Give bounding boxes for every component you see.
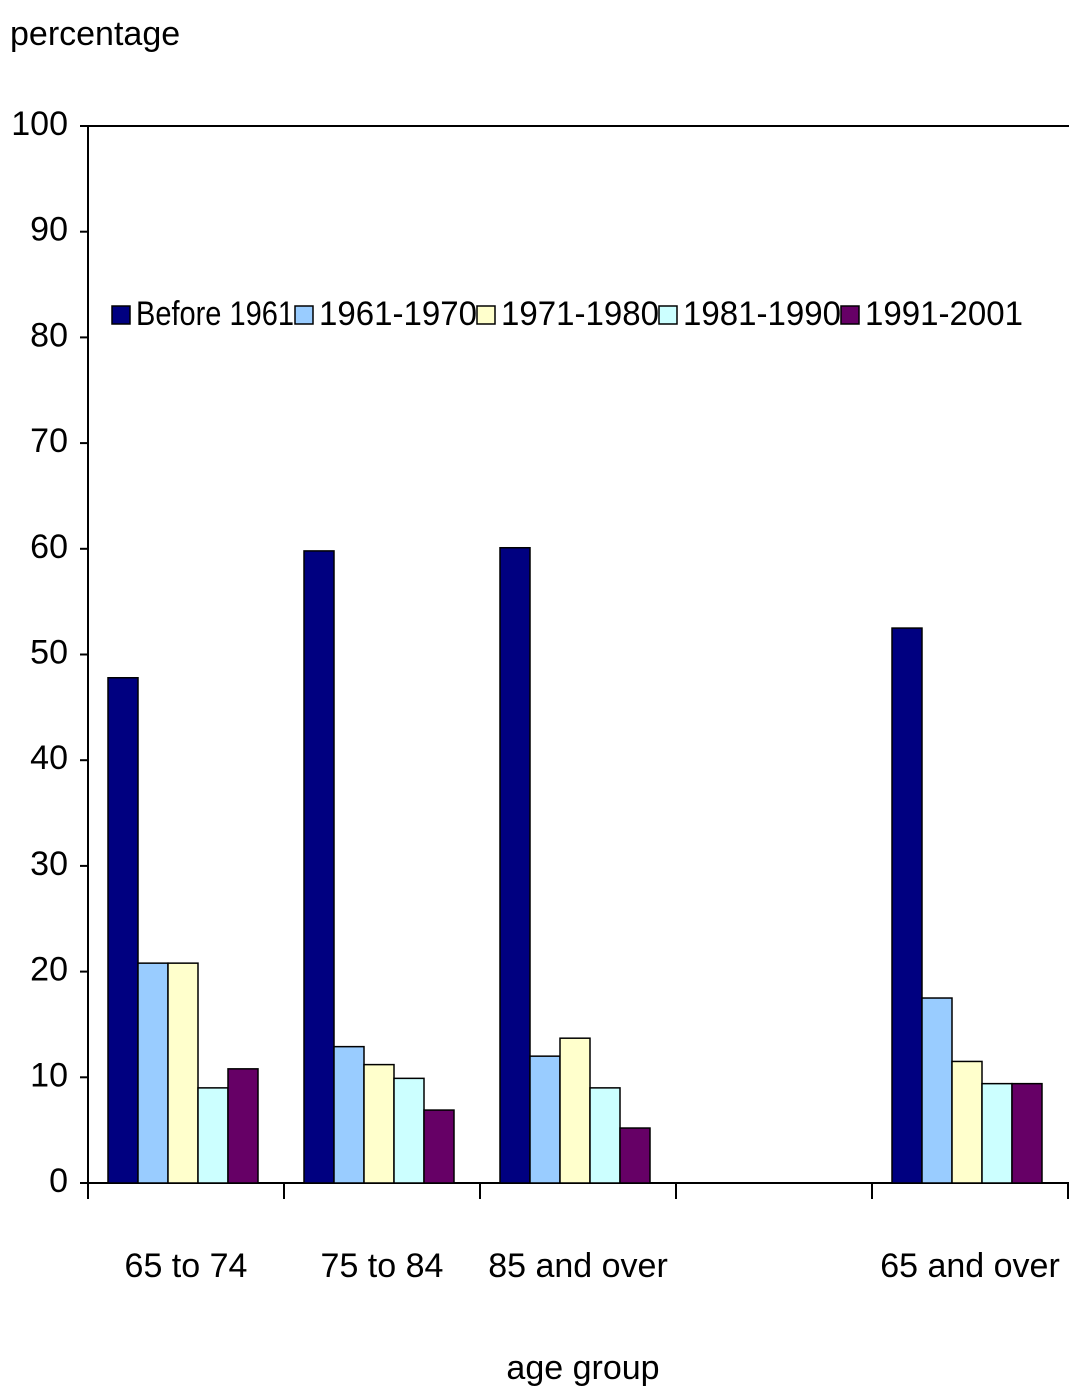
x-axis-label: age group	[506, 1349, 659, 1387]
y-axis-label: percentage	[10, 15, 180, 53]
bar	[921, 997, 953, 1184]
bar	[167, 962, 199, 1184]
legend-swatch	[476, 305, 496, 325]
bar	[559, 1037, 591, 1184]
bar	[529, 1055, 561, 1184]
y-tick-label: 80	[30, 316, 68, 354]
y-tick-label: 50	[30, 633, 68, 671]
bar	[981, 1082, 1013, 1184]
y-tick-label: 10	[30, 1056, 68, 1094]
bar	[333, 1045, 365, 1184]
y-tick-label: 90	[30, 211, 68, 249]
x-tick-label: 65 and over	[880, 1247, 1060, 1285]
bar	[303, 550, 335, 1184]
bar	[227, 1068, 259, 1184]
legend-label: 1981-1990	[683, 295, 841, 333]
bar	[363, 1063, 395, 1184]
bar	[589, 1087, 621, 1184]
bar	[1011, 1082, 1043, 1184]
legend-swatch	[294, 305, 314, 325]
y-tick-label: 40	[30, 739, 68, 777]
legend-label: Before 1961	[136, 295, 294, 333]
legend-label: 1961-1970	[319, 295, 477, 333]
y-tick-label: 20	[30, 951, 68, 989]
legend-swatch	[840, 305, 860, 325]
bar	[137, 962, 169, 1184]
legend-swatch	[658, 305, 678, 325]
y-tick-label: 100	[11, 105, 68, 143]
bar	[393, 1077, 425, 1184]
x-tick-label: 75 to 84	[321, 1247, 444, 1285]
x-tick-label: 85 and over	[488, 1247, 668, 1285]
bar	[951, 1060, 983, 1184]
bar	[619, 1127, 651, 1184]
bar	[891, 627, 923, 1184]
y-tick-label: 70	[30, 422, 68, 460]
y-tick-label: 0	[49, 1162, 68, 1200]
bar	[499, 546, 531, 1184]
y-tick-label: 60	[30, 528, 68, 566]
bar	[107, 677, 139, 1184]
legend-label: 1991-2001	[865, 295, 1023, 333]
y-tick-label: 30	[30, 845, 68, 883]
bar	[423, 1109, 455, 1184]
legend-swatch	[111, 305, 131, 325]
legend-label: 1971-1980	[501, 295, 659, 333]
bar	[197, 1087, 229, 1184]
x-tick-label: 65 to 74	[125, 1247, 248, 1285]
